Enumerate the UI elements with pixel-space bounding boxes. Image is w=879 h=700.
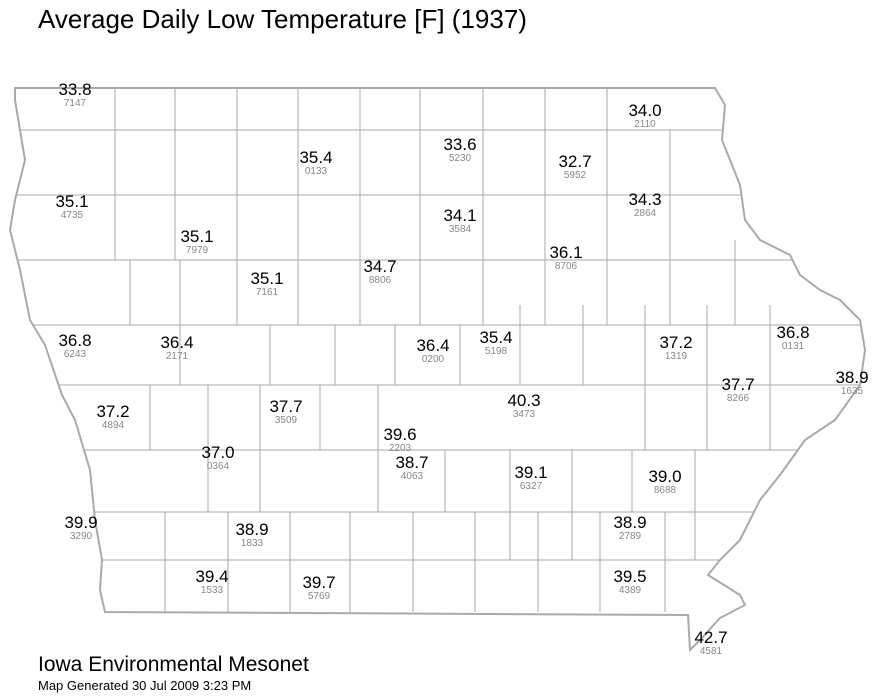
station-id: 8688	[654, 485, 677, 496]
footer-generated: Map Generated 30 Jul 2009 3:23 PM	[38, 678, 251, 693]
station-id: 0133	[305, 166, 328, 177]
station-value: 34.0	[628, 101, 661, 120]
station-value: 39.7	[302, 573, 335, 592]
station-id: 6327	[520, 481, 543, 492]
station-value: 35.1	[250, 269, 283, 288]
footer-org: Iowa Environmental Mesonet	[38, 653, 309, 676]
station-value: 37.0	[201, 443, 234, 462]
station-value: 36.8	[58, 331, 91, 350]
station-value: 37.7	[269, 397, 302, 416]
station-value: 34.7	[363, 257, 396, 276]
station-value: 36.4	[416, 336, 449, 355]
station-id: 2864	[634, 208, 657, 219]
station-value: 39.6	[383, 425, 416, 444]
station-id: 1319	[665, 351, 688, 362]
county-lines	[10, 88, 865, 612]
station-value: 32.7	[558, 152, 591, 171]
station-value: 36.4	[160, 333, 193, 352]
station-value: 38.9	[835, 368, 868, 387]
station-value: 39.9	[64, 513, 97, 532]
station-value: 35.4	[479, 328, 512, 347]
station-value: 36.8	[776, 323, 809, 342]
station-id: 0131	[782, 341, 805, 352]
station-id: 3290	[70, 531, 93, 542]
station-value: 34.1	[443, 206, 476, 225]
station-value: 36.1	[549, 243, 582, 262]
station-value: 37.7	[721, 375, 754, 394]
station-id: 2110	[634, 119, 656, 130]
station-id: 1833	[241, 538, 264, 549]
state-outline	[8, 87, 867, 653]
station-id: 7161	[256, 287, 279, 298]
station-id: 7979	[186, 245, 209, 256]
station-value: 33.6	[443, 135, 476, 154]
station-id: 4581	[700, 646, 723, 657]
station-value: 35.1	[180, 227, 213, 246]
station-value: 38.9	[613, 513, 646, 532]
station-id: 5952	[564, 170, 587, 181]
station-id: 1533	[201, 585, 224, 596]
station-value: 35.1	[55, 192, 88, 211]
station-id: 8706	[555, 261, 578, 272]
station-value: 34.3	[628, 190, 661, 209]
station-value: 38.7	[395, 453, 428, 472]
map-title: Average Daily Low Temperature [F] (1937)	[38, 4, 527, 34]
station-id: 4389	[619, 585, 642, 596]
station-value: 38.9	[235, 520, 268, 539]
station-id: 6243	[64, 349, 87, 360]
station-id: 3584	[449, 224, 472, 235]
station-id: 4735	[61, 210, 84, 221]
station-id: 5769	[308, 591, 331, 602]
station-value: 39.5	[613, 567, 646, 586]
station-id: 2203	[389, 443, 412, 454]
station-id: 3509	[275, 415, 298, 426]
station-value: 39.0	[648, 467, 681, 486]
station-id: 4063	[401, 471, 424, 482]
station-value: 42.7	[694, 628, 727, 647]
station-value: 35.4	[299, 148, 332, 167]
station-id: 2171	[166, 351, 189, 362]
station-id: 3473	[513, 409, 536, 420]
station-id: 8806	[369, 275, 392, 286]
station-value: 33.8	[58, 80, 91, 99]
station-value: 37.2	[659, 333, 692, 352]
station-id: 0200	[422, 354, 445, 365]
station-value: 37.2	[96, 402, 129, 421]
station-id: 8266	[727, 393, 750, 404]
station-id: 5198	[485, 346, 508, 357]
station-value: 39.1	[514, 463, 547, 482]
station-value: 39.4	[195, 567, 228, 586]
station-id: 7147	[64, 98, 87, 109]
station-id: 1635	[841, 386, 864, 397]
station-id: 5230	[449, 153, 472, 164]
station-id: 2789	[619, 531, 642, 542]
station-id: 0364	[207, 461, 230, 472]
station-value: 40.3	[507, 391, 540, 410]
station-id: 4894	[102, 420, 125, 431]
